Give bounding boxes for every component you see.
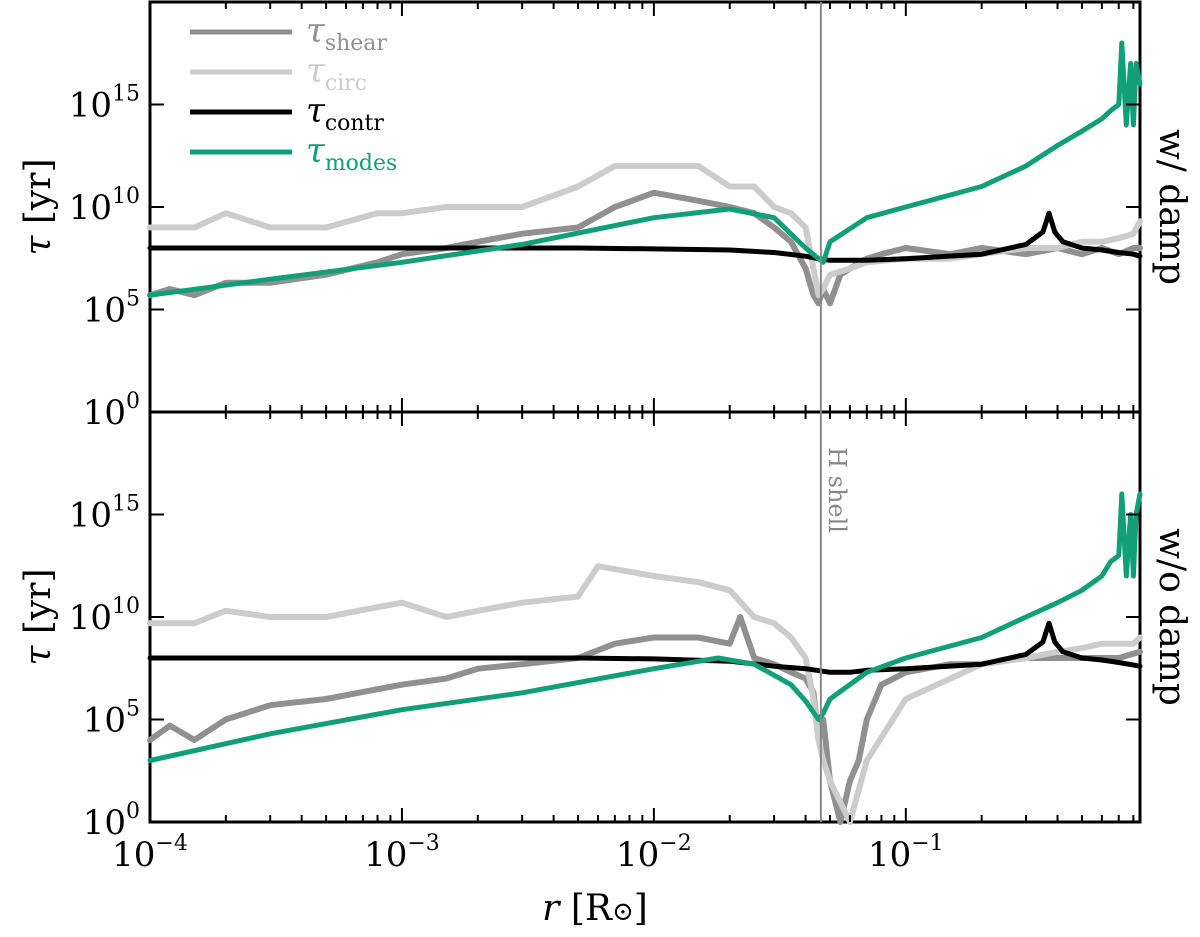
bottom-y-axis-label: τ [yr] — [18, 568, 59, 665]
bottom-panel: 100 105 1010 1015 τ [yr] w/o damp — [18, 410, 1192, 843]
xtick-label: 10−1 — [868, 831, 944, 875]
legend-label-modes: τmodes — [306, 131, 397, 176]
top-y-axis-label: τ [yr] — [18, 158, 59, 255]
top-series-tau-modes — [147, 40, 1143, 298]
bottom-side-label: w/o damp — [1151, 528, 1192, 706]
bottom-series-tau-shear — [147, 614, 1143, 825]
legend-label-contr: τcontr — [306, 91, 384, 136]
xtick-label: 10−3 — [364, 831, 440, 875]
bottom-series-tau-modes — [147, 491, 1143, 763]
bottom-series-tau-contr — [147, 620, 1143, 675]
bottom-ytick-label: 100 — [83, 799, 140, 843]
h-shell-annotation: H shell — [823, 447, 851, 533]
top-ytick-label: 105 — [83, 287, 140, 331]
top-ytick-label: 100 — [83, 389, 140, 433]
top-x-ticks — [149, 2, 1135, 412]
top-panel: 100 105 1010 1015 τ [yr] w/ damp τshearτcir… — [18, 0, 1192, 433]
xtick-label: 10−4 — [112, 831, 188, 875]
top-series-tau-contr — [147, 210, 1143, 263]
top-ytick-label: 1015 — [69, 82, 140, 126]
bottom-ytick-label: 105 — [83, 697, 140, 741]
top-side-label: w/ damp — [1151, 129, 1192, 285]
bottom-ytick-label: 1010 — [69, 594, 140, 638]
bottom-series-group — [147, 491, 1143, 825]
x-tick-labels: 10−4 10−3 10−2 10−1 — [112, 831, 944, 875]
legend-label-circ: τcirc — [306, 51, 367, 96]
bottom-x-ticks — [149, 412, 1135, 822]
bottom-series-tau-circ — [147, 563, 1143, 825]
bottom-y-ticks: 100 105 1010 1015 — [69, 411, 1140, 843]
x-axis-label: r [R⊙] — [542, 888, 648, 929]
top-series-tau-circ — [147, 163, 1143, 299]
top-panel-frame — [148, 0, 1142, 414]
top-ytick-label: 1010 — [69, 184, 140, 228]
legend-label-shear: τshear — [306, 11, 387, 56]
xtick-label: 10−2 — [616, 831, 692, 875]
top-series-group — [147, 40, 1143, 307]
bottom-ytick-label: 1015 — [69, 492, 140, 536]
